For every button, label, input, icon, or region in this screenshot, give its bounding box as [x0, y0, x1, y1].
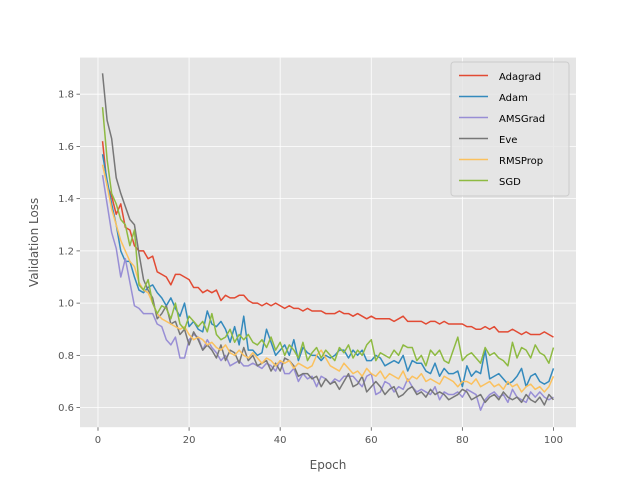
legend: Adagrad Adam AMSGrad Eve RMSProp SGD — [450, 61, 570, 197]
legend-items: Adagrad Adam AMSGrad Eve RMSProp SGD — [459, 72, 545, 188]
legend-label-adagrad: Adagrad — [499, 72, 541, 83]
y-tick-label: 1.6 — [58, 142, 74, 153]
y-tick-label: 0.6 — [58, 403, 74, 414]
series-lines — [101, 73, 555, 411]
x-axis-label: Epoch — [310, 458, 347, 472]
y-axis-label: Validation Loss — [27, 198, 41, 287]
legend-label-eve: Eve — [499, 135, 517, 146]
legend-label-amsgrad: AMSGrad — [499, 114, 545, 125]
x-tick-label: 100 — [544, 435, 563, 446]
y-tick-label: 1.4 — [58, 194, 74, 205]
x-tick-label: 20 — [183, 435, 196, 446]
y-tick-label: 1.2 — [58, 246, 74, 257]
y-tick-label: 1.0 — [58, 299, 74, 310]
series-line-adagrad — [101, 141, 554, 338]
series-line-rmsprop — [101, 164, 555, 393]
legend-box — [450, 61, 570, 197]
series-line-sgd — [101, 107, 555, 367]
y-axis-ticks: 0.6 0.8 1.0 1.2 1.4 1.6 1.8 — [58, 90, 80, 414]
x-tick-label: 60 — [365, 435, 378, 446]
x-tick-label: 0 — [95, 435, 101, 446]
legend-label-rmsprop: RMSProp — [499, 156, 543, 167]
x-axis-ticks: 0 20 40 60 80 100 — [95, 427, 563, 446]
y-tick-label: 1.8 — [58, 90, 74, 101]
y-tick-label: 0.8 — [58, 351, 74, 362]
legend-label-sgd: SGD — [499, 177, 521, 188]
x-tick-label: 40 — [274, 435, 287, 446]
legend-label-adam: Adam — [499, 93, 528, 104]
x-tick-label: 80 — [456, 435, 469, 446]
